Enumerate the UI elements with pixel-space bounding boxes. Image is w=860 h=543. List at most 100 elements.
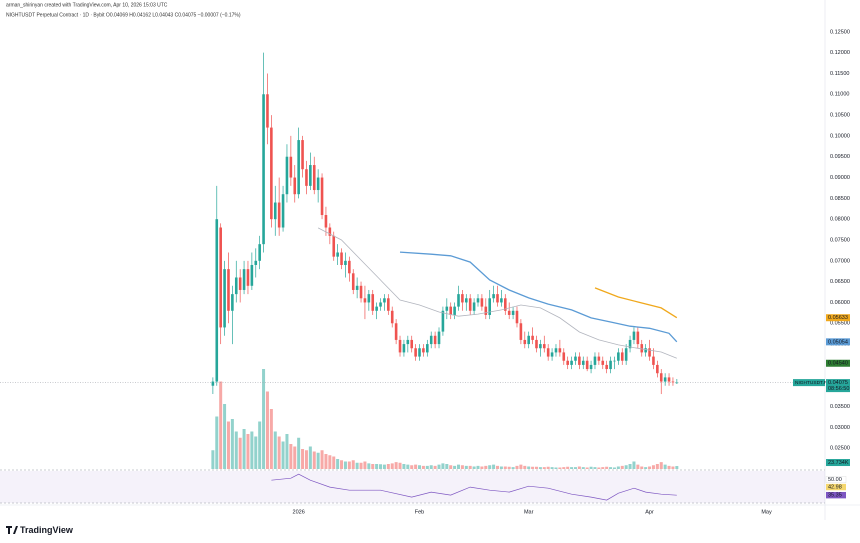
candle-body: [441, 310, 445, 332]
rsi-label: 35.35: [828, 493, 842, 499]
candle-body: [624, 348, 628, 361]
volume-bar: [211, 450, 215, 469]
volume-bar: [223, 404, 227, 469]
volume-bar: [640, 466, 644, 469]
candle-body: [465, 298, 468, 303]
volume-bar: [515, 465, 519, 469]
candle-body: [309, 165, 312, 186]
volume-bar: [421, 465, 425, 469]
volume-bar: [336, 459, 340, 469]
candle-body: [402, 344, 406, 353]
candle-body: [277, 202, 281, 228]
volume-bar: [495, 465, 499, 469]
candle-body: [266, 94, 269, 128]
x-tick-label: 2026: [293, 509, 305, 515]
volume-bar: [620, 465, 624, 469]
volume-bar: [464, 465, 468, 469]
volume-bar: [554, 467, 558, 469]
candle-body: [227, 269, 230, 311]
candle-body: [539, 344, 542, 349]
candle-body: [246, 269, 250, 286]
candle-body: [445, 306, 449, 311]
volume-label: 23.734K: [828, 460, 849, 466]
volume-bar: [265, 391, 269, 469]
volume-bar: [573, 467, 577, 469]
volume-bar: [628, 464, 632, 469]
volume-bar: [386, 464, 390, 469]
volume-bar: [308, 446, 312, 469]
candle-body: [297, 140, 300, 195]
candle-body: [562, 352, 566, 361]
countdown: 08:56:50: [828, 386, 849, 392]
volume-bar: [636, 464, 640, 469]
volume-bar: [297, 437, 301, 469]
candle-body: [535, 339, 538, 349]
candle-body: [468, 298, 472, 311]
candle-body: [531, 335, 534, 340]
rsi-band: [0, 471, 825, 503]
volume-bar: [230, 419, 234, 469]
volume-bar: [332, 456, 336, 469]
moving-average: [399, 251, 678, 343]
candle-body: [375, 306, 378, 311]
logo-text: TradingView: [20, 525, 74, 535]
volume-bar: [605, 466, 609, 469]
volume-bar: [242, 429, 246, 469]
candle-body: [507, 310, 511, 315]
volume-bar: [523, 465, 527, 469]
volume-bar: [659, 462, 663, 469]
volume-bar: [538, 467, 542, 469]
y-tick-label: 0.07000: [830, 258, 850, 264]
candle-body: [609, 360, 612, 370]
y-tick-label: 0.09000: [830, 175, 850, 181]
candle-body: [605, 364, 608, 370]
candle-body: [387, 298, 390, 311]
rsi-label-box: [826, 491, 846, 499]
candle-body: [636, 331, 640, 345]
candle-body: [383, 298, 386, 303]
volume-bar: [238, 437, 242, 469]
candle-body: [215, 219, 219, 382]
candle-body: [351, 273, 355, 290]
y-tick-label: 0.03500: [830, 404, 850, 410]
author-line: arman_shirinyan created with TradingView…: [6, 2, 168, 8]
symbol-line: NIGHTUSDT Perpetual Contract · 1D · Bybi…: [6, 12, 241, 18]
y-tick-label: 0.10000: [830, 133, 850, 139]
candle-body: [285, 156, 289, 195]
volume-bar: [609, 467, 613, 469]
volume-bar: [402, 464, 406, 469]
volume-bar: [390, 463, 394, 469]
volume-bar: [519, 464, 523, 469]
volume-bar: [312, 451, 316, 469]
candle-body: [617, 352, 620, 361]
y-tick-label: 0.06000: [830, 300, 850, 306]
y-tick-label: 0.12500: [830, 29, 850, 35]
volume-bar: [624, 465, 628, 469]
candle-body: [258, 244, 261, 261]
candle-body: [340, 252, 343, 265]
volume-bar: [437, 464, 441, 469]
volume-bar: [570, 467, 574, 469]
volume-bar: [566, 466, 570, 469]
candle-body: [234, 277, 238, 295]
volume-bar: [258, 421, 262, 469]
volume-bar: [445, 464, 449, 469]
candle-body: [270, 127, 273, 220]
volume-bar: [406, 464, 410, 469]
candle-body: [426, 344, 429, 353]
candle-body: [500, 298, 503, 303]
volume-bar: [320, 450, 324, 469]
candle-body: [503, 298, 507, 311]
symbol-label: NIGHTUSDT.P: [795, 380, 827, 386]
candle-body: [632, 331, 636, 340]
candle-body: [363, 298, 367, 303]
candle-body: [558, 348, 562, 353]
y-tick-label: 0.08000: [830, 217, 850, 223]
rsi-label: 42.98: [828, 485, 842, 491]
volume-bar: [418, 465, 422, 469]
candle-body: [457, 294, 460, 307]
volume-bar: [675, 466, 679, 469]
candle-body: [663, 377, 667, 382]
candle-body: [570, 360, 573, 365]
volume-bar: [655, 464, 659, 469]
